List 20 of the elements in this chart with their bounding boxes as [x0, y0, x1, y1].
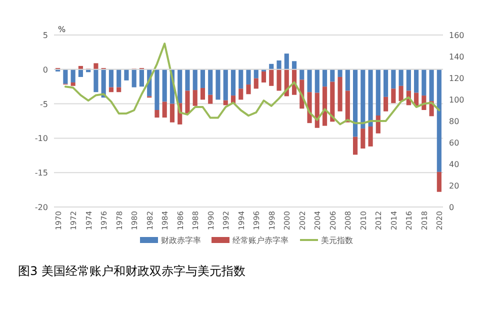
y-tick-label: 0: [42, 65, 48, 74]
legend-label: 经常账户赤字率: [232, 236, 288, 245]
y2-tick-label: 100: [449, 96, 464, 104]
y2-tick-label: 80: [449, 117, 460, 126]
y2-tick-label: 140: [449, 52, 464, 62]
y-tick-label: -10: [34, 134, 48, 144]
y2-tick-label: 20: [449, 182, 460, 190]
y2-tick-label: 60: [449, 138, 460, 148]
y-tick-label: -20: [34, 203, 48, 212]
legend-label: 财政赤字率: [161, 236, 201, 245]
y2-tick-label: 40: [449, 160, 460, 169]
text: 图3 美国经常账户和财政双赤字与美元指数: [18, 264, 246, 278]
y2-tick-label: 120: [449, 74, 464, 83]
legend-label: 美元指数: [321, 236, 353, 245]
y-tick-label: -15: [34, 168, 48, 178]
y-tick-label: -5: [40, 100, 48, 109]
y-axis-title: %: [58, 25, 66, 34]
y2-tick-label: 160: [449, 31, 464, 40]
y-tick-label: 5: [42, 31, 48, 40]
y2-tick-label: 0: [449, 203, 454, 212]
